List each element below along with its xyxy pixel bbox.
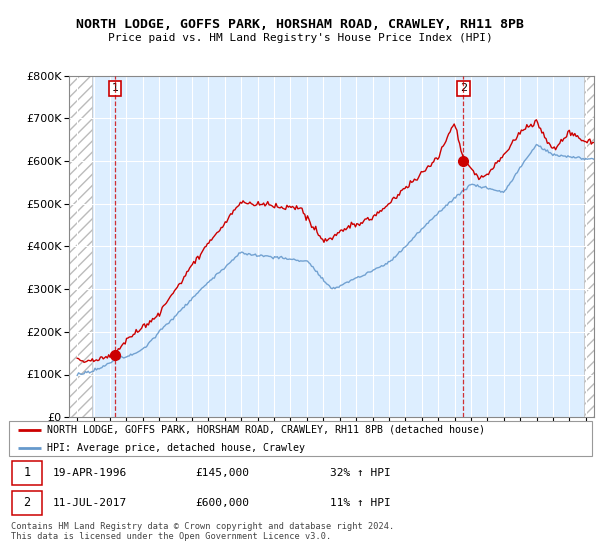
Text: HPI: Average price, detached house, Crawley: HPI: Average price, detached house, Craw… <box>47 442 305 452</box>
Bar <box>584 76 594 417</box>
Text: NORTH LODGE, GOFFS PARK, HORSHAM ROAD, CRAWLEY, RH11 8PB: NORTH LODGE, GOFFS PARK, HORSHAM ROAD, C… <box>76 17 524 31</box>
Text: 19-APR-1996: 19-APR-1996 <box>53 468 127 478</box>
Text: Contains HM Land Registry data © Crown copyright and database right 2024.
This d: Contains HM Land Registry data © Crown c… <box>11 522 394 542</box>
Text: Price paid vs. HM Land Registry's House Price Index (HPI): Price paid vs. HM Land Registry's House … <box>107 32 493 43</box>
Text: 2: 2 <box>460 83 467 94</box>
FancyBboxPatch shape <box>12 491 42 515</box>
Text: 11% ↑ HPI: 11% ↑ HPI <box>330 498 391 508</box>
Text: £600,000: £600,000 <box>196 498 250 508</box>
Text: 1: 1 <box>23 466 31 479</box>
Text: 1: 1 <box>112 83 118 94</box>
Text: NORTH LODGE, GOFFS PARK, HORSHAM ROAD, CRAWLEY, RH11 8PB (detached house): NORTH LODGE, GOFFS PARK, HORSHAM ROAD, C… <box>47 425 485 435</box>
Bar <box>69 76 92 417</box>
Text: 32% ↑ HPI: 32% ↑ HPI <box>330 468 391 478</box>
Text: 11-JUL-2017: 11-JUL-2017 <box>53 498 127 508</box>
Text: 2: 2 <box>23 496 31 510</box>
Text: £145,000: £145,000 <box>196 468 250 478</box>
FancyBboxPatch shape <box>12 460 42 485</box>
FancyBboxPatch shape <box>9 421 592 456</box>
